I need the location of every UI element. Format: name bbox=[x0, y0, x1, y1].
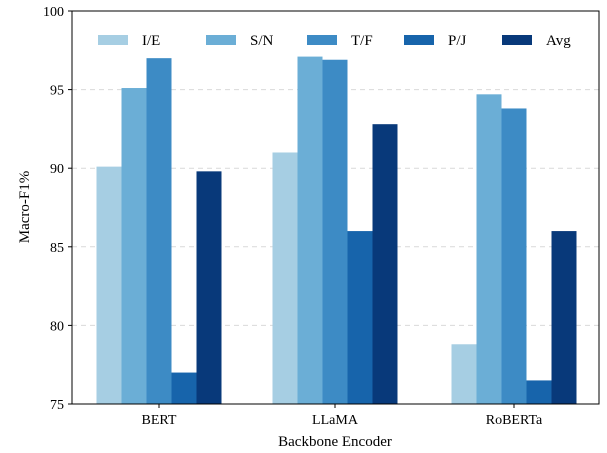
legend-label: T/F bbox=[351, 33, 373, 49]
y-tick-label: 80 bbox=[50, 319, 64, 334]
bar-llama-tf bbox=[322, 59, 348, 405]
bar-roberta-ie bbox=[451, 344, 477, 404]
legend-label: P/J bbox=[448, 33, 467, 49]
bar-llama-pj bbox=[347, 231, 373, 404]
y-tick-label: 100 bbox=[43, 5, 64, 20]
x-tick-label: BERT bbox=[142, 413, 177, 428]
bar-bert-tf bbox=[146, 58, 172, 404]
legend-swatch-pj bbox=[404, 35, 434, 45]
y-axis-label: Macro-F1% bbox=[17, 171, 33, 243]
bar-roberta-sn bbox=[476, 94, 502, 404]
bar-bert-pj bbox=[171, 372, 197, 404]
legend-swatch-sn bbox=[206, 35, 236, 45]
y-tick-label: 90 bbox=[50, 162, 64, 177]
y-tick-label: 75 bbox=[50, 398, 64, 413]
bars bbox=[96, 56, 577, 405]
legend-label: I/E bbox=[142, 33, 160, 49]
legend-label: S/N bbox=[250, 33, 274, 49]
y-tick-label: 95 bbox=[50, 84, 64, 99]
y-axis-ticks: 75 80 85 90 95 100 bbox=[43, 5, 72, 413]
x-tick-label: LLaMA bbox=[312, 413, 359, 428]
bar-roberta-avg bbox=[551, 231, 577, 404]
y-tick-label: 85 bbox=[50, 241, 64, 256]
bar-roberta-tf bbox=[501, 108, 527, 405]
bar-bert-sn bbox=[121, 88, 147, 404]
legend-swatch-avg bbox=[502, 35, 532, 45]
bar-bert-avg bbox=[196, 171, 222, 404]
bar-llama-ie bbox=[272, 152, 298, 404]
legend-swatch-ie bbox=[98, 35, 128, 45]
x-tick-label: RoBERTa bbox=[486, 413, 543, 428]
x-axis-label: Backbone Encoder bbox=[278, 434, 392, 450]
bar-bert-ie bbox=[96, 166, 122, 404]
bar-llama-avg bbox=[372, 124, 398, 405]
legend: I/E S/N T/F P/J Avg bbox=[98, 33, 571, 49]
bar-roberta-pj bbox=[526, 380, 552, 404]
bar-llama-sn bbox=[297, 56, 323, 404]
legend-label: Avg bbox=[546, 33, 571, 49]
x-axis-ticks: BERT LLaMA RoBERTa bbox=[142, 404, 543, 428]
legend-swatch-tf bbox=[307, 35, 337, 45]
